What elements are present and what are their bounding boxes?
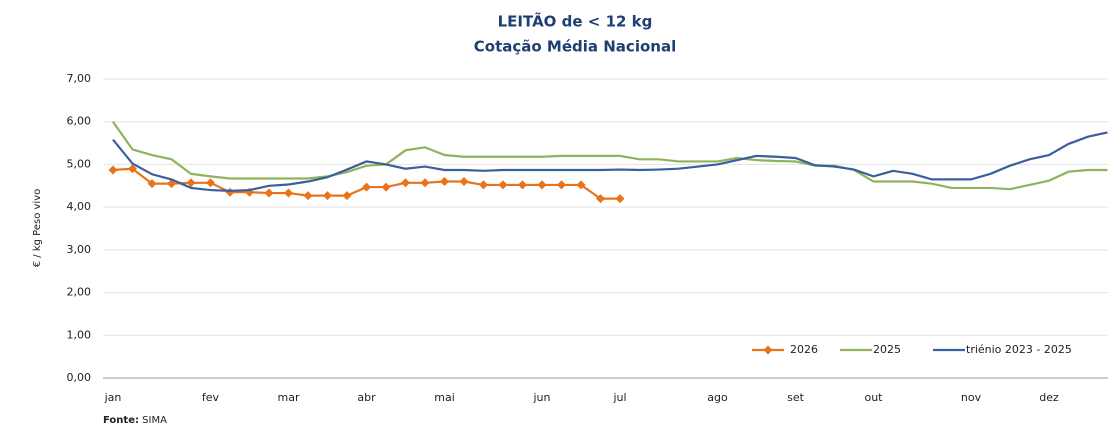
y-tick-label: 4,00 <box>67 200 92 213</box>
marker <box>264 188 274 198</box>
chart-title: LEITÃO de < 12 kg <box>498 12 653 31</box>
marker <box>323 191 332 201</box>
x-tick-label: jan <box>104 391 122 404</box>
marker <box>479 180 488 190</box>
source-label: Fonte: <box>103 415 139 426</box>
marker <box>128 164 137 174</box>
marker <box>381 182 391 192</box>
x-tick-label: abr <box>357 391 376 404</box>
y-tick-label: 1,00 <box>67 328 92 341</box>
series-line <box>112 121 1108 191</box>
source: Fonte: SIMA <box>103 415 167 426</box>
x-tick-label: ago <box>707 391 728 404</box>
marker <box>108 165 118 175</box>
marker <box>596 194 605 204</box>
marker <box>576 180 586 190</box>
marker <box>459 177 469 187</box>
y-tick-label: 3,00 <box>67 243 92 256</box>
marker <box>498 180 508 190</box>
marker <box>518 180 527 190</box>
y-tick-label: 5,00 <box>67 157 92 170</box>
y-axis-label: € / kg Peso vivo <box>32 189 43 267</box>
marker <box>225 187 235 197</box>
marker <box>284 188 293 198</box>
x-tick-label: mai <box>434 391 455 404</box>
series-line <box>112 131 1108 193</box>
marker <box>303 191 313 201</box>
marker <box>557 180 566 190</box>
x-tick-label: jun <box>533 391 551 404</box>
x-tick-label: fev <box>202 391 220 404</box>
x-tick-label: jul <box>612 391 626 404</box>
marker <box>147 179 157 189</box>
legend-label: 2026 <box>790 343 818 356</box>
marker <box>440 177 449 187</box>
marker <box>186 178 196 188</box>
x-tick-label: dez <box>1039 391 1059 404</box>
x-tick-label: nov <box>961 391 982 404</box>
x-tick-label: set <box>787 391 804 404</box>
source-text: SIMA <box>142 415 167 426</box>
marker <box>615 194 625 204</box>
marker <box>342 191 352 201</box>
chart-subtitle: Cotação Média Nacional <box>474 38 676 56</box>
x-tick-label: out <box>864 391 883 404</box>
marker <box>362 182 371 192</box>
legend-marker <box>763 345 773 355</box>
y-tick-label: 7,00 <box>67 72 92 85</box>
y-tick-label: 6,00 <box>67 115 92 128</box>
legend-label: 2025 <box>873 343 901 356</box>
marker <box>537 180 547 190</box>
legend-label: triénio 2023 - 2025 <box>966 343 1072 356</box>
y-tick-label: 2,00 <box>67 286 92 299</box>
marker <box>206 178 215 188</box>
marker <box>401 178 410 188</box>
y-tick-label: 0,00 <box>67 371 92 384</box>
x-tick-label: mar <box>278 391 300 404</box>
marker <box>420 178 430 188</box>
